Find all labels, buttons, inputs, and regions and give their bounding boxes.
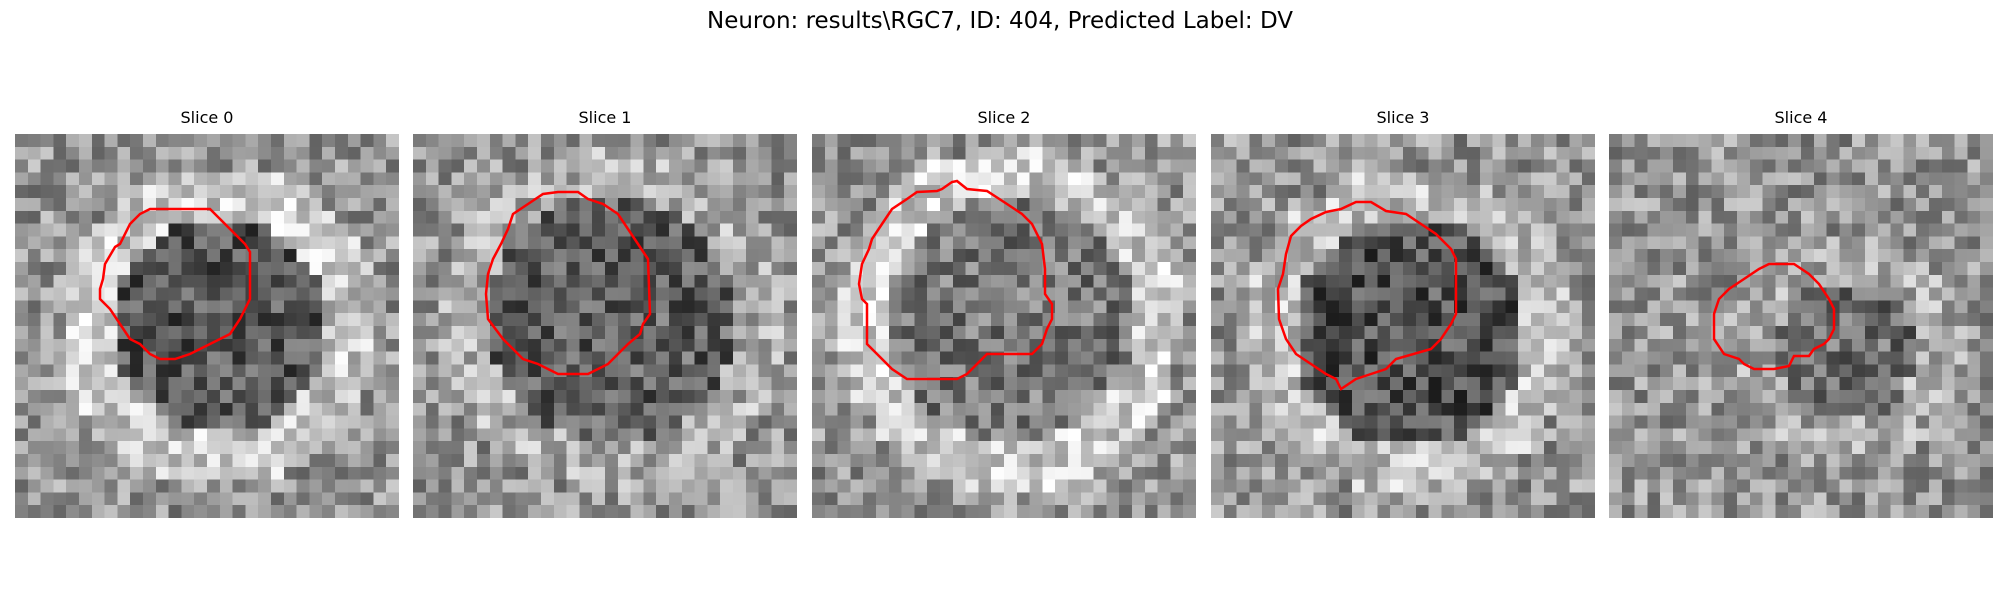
figure-title: Neuron: results\RGC7, ID: 404, Predicted… [706, 8, 1294, 34]
slice-panel-0: Slice 0 [15, 108, 399, 518]
slice-image [812, 134, 1196, 518]
roi-contour [98, 207, 252, 361]
slice-title: Slice 0 [180, 108, 234, 127]
slice-title: Slice 3 [1376, 108, 1430, 127]
slice-image [15, 134, 399, 518]
slice-image [413, 134, 797, 518]
slice-panel-3: Slice 3 [1211, 108, 1595, 518]
slice-panel-1: Slice 1 [413, 108, 797, 518]
slice-panel-2: Slice 2 [812, 108, 1196, 518]
roi-contour [1276, 200, 1458, 391]
roi-contour [484, 190, 652, 376]
slice-title: Slice 2 [977, 108, 1031, 127]
slice-image [1211, 134, 1595, 518]
roi-contour [857, 179, 1054, 381]
slice-image [1609, 134, 1993, 518]
slice-title: Slice 4 [1774, 108, 1828, 127]
slice-title: Slice 1 [578, 108, 632, 127]
slice-panel-4: Slice 4 [1609, 108, 1993, 518]
roi-contour [1712, 262, 1836, 371]
